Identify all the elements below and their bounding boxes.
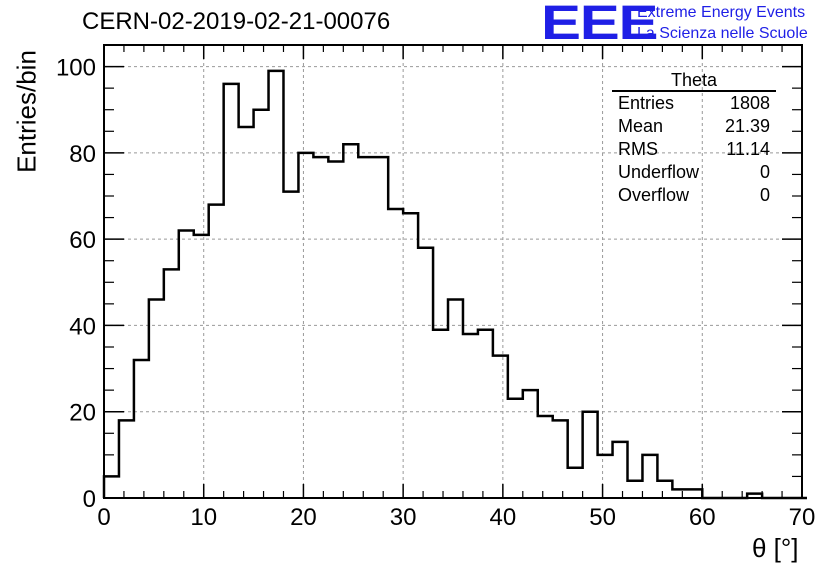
stats-row-mean: Mean 21.39 — [612, 115, 776, 138]
histogram-bin — [478, 330, 493, 498]
histogram-bin — [104, 476, 119, 498]
y-tick-label: 0 — [83, 486, 96, 513]
stats-label: Entries — [618, 93, 675, 113]
histogram-bin — [313, 157, 328, 498]
chart-title: CERN-02-2019-02-21-00076 — [82, 8, 391, 35]
histogram-bin — [134, 360, 149, 498]
stats-row-entries: Entries 1808 — [612, 92, 776, 115]
histogram-bin — [463, 334, 478, 498]
histogram-bin — [598, 455, 613, 498]
histogram-bin — [433, 330, 448, 498]
x-tick-label: 60 — [689, 504, 716, 531]
histogram-bin — [149, 300, 164, 498]
stats-label: Underflow — [618, 162, 700, 182]
histogram-bin — [328, 161, 343, 498]
stats-label: Overflow — [618, 185, 690, 205]
x-tick-label: 40 — [490, 504, 517, 531]
histogram-bin — [448, 300, 463, 498]
logo-caption-line2: La Scienza nelle Scuole — [637, 25, 808, 42]
y-tick-label: 60 — [69, 227, 96, 254]
histogram-bin — [583, 412, 598, 498]
histogram-bin — [179, 231, 194, 498]
x-tick-label: 10 — [190, 504, 217, 531]
stats-box: Theta Entries 1808 Mean 21.39 RMS 11.14 … — [612, 70, 776, 207]
histogram-bin — [418, 248, 433, 498]
stats-value: 11.14 — [726, 139, 770, 159]
histogram-bin — [657, 481, 672, 498]
histogram-bin — [508, 399, 523, 498]
logo-caption-line1: Extreme Energy Events — [637, 4, 806, 21]
histogram-bin — [224, 84, 239, 498]
stats-value: 21.39 — [724, 116, 770, 136]
plot-frame — [103, 44, 803, 499]
histogram-bin — [642, 455, 657, 498]
stats-row-rms: RMS 11.14 — [612, 138, 776, 161]
histogram-bin — [687, 489, 702, 498]
histogram-bin — [373, 157, 388, 498]
histogram-bin — [553, 420, 568, 498]
x-tick-label: 50 — [589, 504, 616, 531]
histogram-bin — [568, 468, 583, 498]
histogram-bin — [209, 205, 224, 498]
y-tick-label: 80 — [69, 141, 96, 168]
histogram-bin — [239, 127, 254, 498]
stats-value: 1808 — [729, 93, 770, 113]
histogram-bin — [164, 269, 179, 498]
stats-row-overflow: Overflow 0 — [612, 184, 776, 207]
x-tick-label: 70 — [789, 504, 816, 531]
histogram-bin — [358, 157, 373, 498]
grid-lines — [104, 45, 802, 498]
y-tick-label: 100 — [56, 55, 96, 82]
x-tick-label: 30 — [390, 504, 417, 531]
eee-logo: EEE — [541, 0, 659, 50]
histogram-bin — [298, 153, 313, 498]
histogram-bin — [388, 209, 403, 498]
histogram-bin — [613, 442, 628, 498]
histogram-bin — [194, 235, 209, 498]
stats-value: 0 — [759, 185, 770, 205]
stats-label: Mean — [618, 116, 664, 136]
y-axis-label: Entries/bin — [11, 50, 42, 173]
histogram-bin — [672, 489, 687, 498]
histogram-bin — [523, 390, 538, 498]
x-axis-label: θ [°] — [752, 533, 799, 563]
histogram-bin — [538, 416, 553, 498]
histogram-bin — [119, 420, 134, 498]
stats-value: 0 — [759, 162, 770, 182]
histogram-bin — [343, 144, 358, 498]
stats-row-underflow: Underflow 0 — [612, 161, 776, 184]
histogram-bin — [283, 192, 298, 498]
stats-title: Theta — [612, 70, 776, 92]
x-tick-label: 20 — [290, 504, 317, 531]
y-tick-label: 20 — [69, 400, 96, 427]
histogram-bin — [493, 356, 508, 498]
y-tick-label: 40 — [69, 313, 96, 340]
histogram-bin — [403, 213, 418, 498]
histogram-bin — [628, 481, 643, 498]
histogram-bin — [269, 71, 284, 498]
histogram-outline — [102, 69, 807, 500]
x-tick-label: 0 — [97, 504, 110, 531]
stats-label: RMS — [618, 139, 658, 159]
histogram-bin — [254, 110, 269, 498]
tick-labels: 0 10 20 30 40 50 60 70 0 20 40 60 80 100 — [56, 55, 815, 531]
